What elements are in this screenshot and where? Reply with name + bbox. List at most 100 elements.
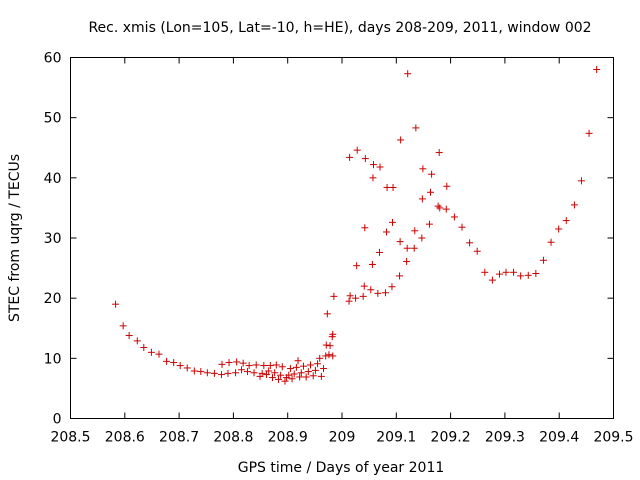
data-point xyxy=(225,359,233,367)
data-point xyxy=(450,213,458,221)
data-point xyxy=(133,337,141,345)
x-axis-label: GPS time / Days of year 2011 xyxy=(238,460,445,476)
data-point xyxy=(345,297,353,305)
data-point xyxy=(352,294,360,302)
x-tick-label: 209.4 xyxy=(539,430,579,446)
data-point xyxy=(562,217,570,225)
data-point xyxy=(510,268,518,276)
data-point xyxy=(314,360,322,368)
data-point xyxy=(353,146,361,154)
data-point xyxy=(435,149,443,157)
data-point xyxy=(419,165,427,173)
data-point xyxy=(290,370,298,378)
data-point xyxy=(317,372,325,380)
x-tick-label: 208.7 xyxy=(159,430,199,446)
data-point xyxy=(418,195,426,203)
data-point xyxy=(381,289,389,297)
data-point xyxy=(539,256,547,264)
data-point xyxy=(396,238,404,246)
data-point xyxy=(323,310,331,318)
data-point xyxy=(155,350,163,358)
data-point xyxy=(517,272,525,280)
chart-title: Rec. xmis (Lon=105, Lat=-10, h=HE), days… xyxy=(88,20,591,36)
data-point xyxy=(278,363,286,371)
x-tick-label: 209.1 xyxy=(376,430,416,446)
data-point xyxy=(369,161,377,169)
data-point xyxy=(367,286,375,294)
data-point xyxy=(412,124,420,132)
data-point xyxy=(296,373,304,381)
data-point xyxy=(396,272,404,280)
data-point xyxy=(263,371,271,379)
data-point xyxy=(425,220,433,228)
data-point xyxy=(112,300,120,308)
data-point xyxy=(532,269,540,277)
data-point xyxy=(238,366,246,374)
data-point xyxy=(322,352,330,360)
data-point xyxy=(224,369,232,377)
data-point xyxy=(258,369,266,377)
data-point xyxy=(326,342,334,350)
data-point xyxy=(410,244,418,252)
x-tick-label: 209 xyxy=(329,430,356,446)
data-point xyxy=(197,368,205,376)
data-point xyxy=(217,371,225,379)
data-point xyxy=(502,268,510,276)
data-point xyxy=(389,183,397,191)
data-point xyxy=(271,369,279,377)
data-point xyxy=(376,163,384,171)
data-point xyxy=(297,369,305,377)
data-point xyxy=(307,361,315,369)
data-point xyxy=(277,371,285,379)
data-point xyxy=(250,369,258,377)
x-tick-label: 209.2 xyxy=(431,430,471,446)
data-point xyxy=(183,364,191,372)
data-point xyxy=(403,244,411,252)
data-point xyxy=(383,183,391,191)
data-point xyxy=(292,363,300,371)
x-tick-label: 208.6 xyxy=(105,430,145,446)
y-tick-label: 30 xyxy=(44,231,62,247)
data-point xyxy=(436,204,444,212)
data-point xyxy=(245,362,253,370)
data-point xyxy=(322,341,330,349)
data-point xyxy=(570,201,578,209)
data-point xyxy=(375,248,383,256)
data-point xyxy=(403,257,411,265)
data-point xyxy=(176,362,184,370)
data-point xyxy=(311,366,319,374)
data-point xyxy=(252,361,260,369)
data-point xyxy=(346,153,354,161)
data-point xyxy=(481,268,489,276)
y-tick-label: 10 xyxy=(44,351,62,367)
data-point xyxy=(294,357,302,365)
data-point xyxy=(466,239,474,247)
data-point xyxy=(320,365,328,373)
data-point xyxy=(442,205,450,213)
data-point xyxy=(163,357,171,365)
data-point xyxy=(274,375,282,383)
data-point xyxy=(266,362,274,370)
data-point xyxy=(299,362,307,370)
x-tick-label: 209.5 xyxy=(593,430,633,446)
data-point xyxy=(329,352,337,360)
data-point xyxy=(404,70,412,78)
data-point xyxy=(388,218,396,226)
data-point xyxy=(316,354,324,362)
data-point xyxy=(360,282,368,290)
y-tick-label: 0 xyxy=(53,412,62,428)
data-point xyxy=(388,283,396,291)
data-point xyxy=(411,227,419,235)
data-point xyxy=(218,360,226,368)
data-point xyxy=(374,289,382,297)
plot-frame xyxy=(70,57,614,419)
data-point xyxy=(244,368,252,376)
data-point xyxy=(427,188,435,196)
data-point xyxy=(233,358,241,366)
data-point xyxy=(304,368,312,376)
data-point xyxy=(577,177,585,185)
data-point xyxy=(268,374,276,382)
data-point xyxy=(330,292,338,300)
data-point xyxy=(361,155,369,163)
